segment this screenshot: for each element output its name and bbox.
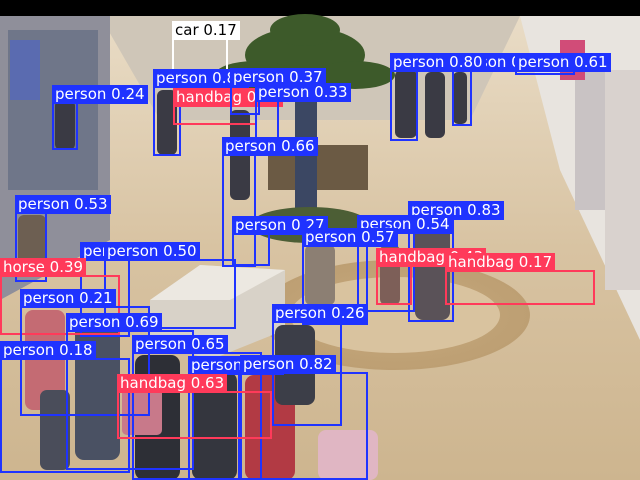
detection-label: person 0.65 (132, 335, 228, 354)
detection-label: person 0.26 (272, 304, 368, 323)
detection-label: person 0.24 (52, 85, 148, 104)
detection-box-person: person 0.61 (515, 53, 611, 75)
detection-box-person: person 0.50 (104, 242, 236, 329)
detection-label: person 0.37 (230, 68, 326, 87)
detection-box-person: person 0.37 (230, 68, 326, 115)
detection-box-person: person 0.18 (0, 341, 130, 473)
detection-label: person 0.33 (255, 83, 351, 102)
detection-box-horse: horse 0.39 (0, 258, 120, 335)
detection-box-person: person 0.79 (452, 53, 548, 126)
detection-label: person 0.82 (240, 355, 336, 374)
detection-box-person: person 0.69 (66, 313, 194, 470)
detection-box-person: person 0.82 (240, 355, 368, 480)
detection-box-person: person 0.80 (390, 53, 486, 141)
detection-box-person: person 0.65 (132, 335, 262, 480)
detection-label: handbag 0.63 (117, 374, 228, 393)
detection-label: person 0.18 (0, 341, 96, 360)
detection-box-person: person 0.21 (20, 289, 150, 416)
detection-label: person 0.50 (104, 242, 200, 261)
detection-box-person: person 0.80 (153, 69, 249, 156)
detection-box-person: person 0.66 (222, 137, 318, 267)
detection-label: person 0.53 (15, 195, 111, 214)
detection-box-handbag: handbag 0.63 (117, 374, 272, 439)
detection-box-person: person 0.53 (15, 195, 111, 282)
detection-label: person 0.66 (222, 137, 318, 156)
detection-label: horse 0.39 (0, 258, 87, 277)
detection-box-person: person 0.33 (255, 83, 351, 145)
detection-label: person 0.69 (66, 313, 162, 332)
detection-label: person 0.80 (153, 69, 249, 88)
detection-box-handbag: handbag 0.17 (445, 253, 595, 305)
detection-label: person 0.61 (515, 53, 611, 72)
detection-box-car: car 0.17 (172, 21, 240, 88)
detection-label: handbag 0.17 (445, 253, 556, 272)
detection-box-person: person 0.57 (302, 228, 398, 325)
detection-label: person 0.57 (302, 228, 398, 247)
detection-label: person 0.80 (390, 53, 486, 72)
detection-box-person: person 0.24 (52, 85, 148, 150)
detection-label: person 0.21 (20, 289, 116, 308)
detection-box-handbag: handbag 0.43 (376, 248, 487, 305)
detection-label: car 0.17 (172, 21, 240, 40)
detection-box-person: person 0.27 (232, 216, 328, 266)
